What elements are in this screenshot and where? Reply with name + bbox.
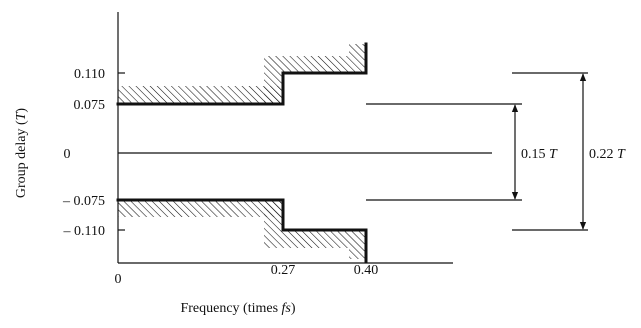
hatched-region-upper (118, 44, 366, 103)
x-tick-label: 0.40 (354, 263, 379, 278)
y-tick-label: 0.110 (74, 67, 105, 82)
dimension-label-015T: 0.15 T (521, 147, 558, 162)
x-tick-label: 0 (115, 272, 122, 287)
x-axis-title: Frequency (times fs) (180, 301, 295, 316)
y-tick-label: – 0.075 (62, 194, 105, 209)
upper-boundary-line (116, 42, 368, 106)
y-axis-title: Group delay (T) (14, 108, 29, 199)
y-tick-label: – 0.110 (63, 224, 105, 239)
dimension-label-022T: 0.22 T (589, 147, 626, 162)
y-tick-label: 0.075 (74, 98, 106, 113)
lower-boundary-line (116, 198, 368, 264)
y-tick-label: 0 (64, 147, 71, 162)
hatched-region-lower (118, 200, 366, 259)
x-tick-label: 0.27 (271, 263, 296, 278)
